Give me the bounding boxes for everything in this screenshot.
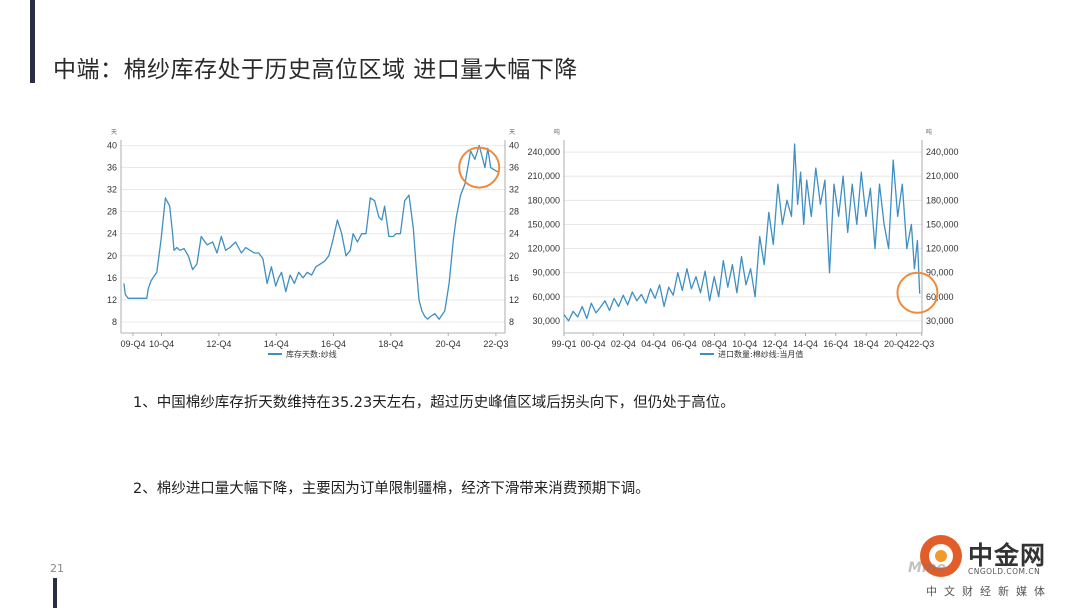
y-unit-right: 吨 xyxy=(926,128,932,136)
y-tick-label-right: 12 xyxy=(509,295,519,305)
y-tick-label-left: 8 xyxy=(112,317,117,327)
x-tick-label: 00-Q4 xyxy=(581,339,606,349)
y-tick-label-right: 60,000 xyxy=(926,292,954,302)
y-tick-label-right: 8 xyxy=(509,317,514,327)
y-tick-label-left: 90,000 xyxy=(532,268,560,278)
y-tick-label-left: 12 xyxy=(107,295,117,305)
highlight-circle xyxy=(458,146,501,189)
x-tick-label: 20-Q4 xyxy=(436,339,461,349)
y-tick-label-left: 240,000 xyxy=(527,147,560,157)
note-inventory: 1、中国棉纱库存折天数维持在35.23天左右，超过历史峰值区域后拐头向下，但仍处… xyxy=(133,395,735,411)
y-tick-label-right: 40 xyxy=(509,141,519,151)
x-tick-label: 06-Q4 xyxy=(672,339,697,349)
y-tick-label-right: 210,000 xyxy=(926,171,959,181)
y-tick-label-left: 36 xyxy=(107,163,117,173)
y-tick-label-left: 28 xyxy=(107,207,117,217)
y-tick-label-left: 120,000 xyxy=(527,244,560,254)
x-tick-label: 22-Q3 xyxy=(909,339,934,349)
x-tick-label: 08-Q4 xyxy=(702,339,727,349)
logo-name: 中金网 xyxy=(968,541,1047,570)
x-tick-label: 22-Q3 xyxy=(483,339,508,349)
y-tick-label-right: 240,000 xyxy=(926,147,959,157)
title-accent-bar xyxy=(30,0,35,83)
x-tick-label: 18-Q4 xyxy=(378,339,403,349)
x-tick-label: 04-Q4 xyxy=(641,339,666,349)
note-imports: 2、棉纱进口量大幅下降，主要因为订单限制疆棉，经济下滑带来消费预期下调。 xyxy=(133,481,650,497)
y-tick-label-right: 20 xyxy=(509,251,519,261)
x-tick-label: 16-Q4 xyxy=(321,339,346,349)
logo-url: CNGOLD.COM.CN xyxy=(968,567,1041,576)
y-tick-label-right: 180,000 xyxy=(926,195,959,205)
footer-accent-bar xyxy=(53,578,57,608)
y-tick-label-left: 210,000 xyxy=(527,171,560,181)
logo-tagline: 中文财经新媒体 xyxy=(926,585,1052,598)
y-tick-label-left: 30,000 xyxy=(532,316,560,326)
y-unit-right: 天 xyxy=(509,129,515,136)
x-tick-label: 18-Q4 xyxy=(854,339,879,349)
legend-label: 进口数量:棉纱线:当月值 xyxy=(718,349,803,359)
y-tick-label-left: 24 xyxy=(107,229,117,239)
x-tick-label: 02-Q4 xyxy=(611,339,636,349)
y-tick-label-left: 20 xyxy=(107,251,117,261)
x-tick-label: 10-Q4 xyxy=(732,339,757,349)
x-tick-label: 14-Q4 xyxy=(264,339,289,349)
x-tick-label: 99-Q1 xyxy=(551,339,576,349)
x-tick-label: 12-Q4 xyxy=(206,339,231,349)
page-number: 21 xyxy=(50,562,64,575)
y-tick-label-right: 90,000 xyxy=(926,268,954,278)
y-tick-label-right: 150,000 xyxy=(926,219,959,229)
y-unit-left: 吨 xyxy=(554,128,560,136)
y-tick-label-left: 180,000 xyxy=(527,195,560,205)
y-tick-label-left: 60,000 xyxy=(532,292,560,302)
y-tick-label-right: 32 xyxy=(509,185,519,195)
y-tick-label-right: 36 xyxy=(509,163,519,173)
x-tick-label: 20-Q4 xyxy=(884,339,909,349)
y-tick-label-left: 40 xyxy=(107,141,117,151)
y-tick-label-right: 28 xyxy=(509,207,519,217)
series-line xyxy=(123,144,499,320)
y-tick-label-right: 30,000 xyxy=(926,316,954,326)
x-tick-label: 10-Q4 xyxy=(149,339,174,349)
y-tick-label-right: 16 xyxy=(509,273,519,283)
legend-label: 库存天数:纱线 xyxy=(286,349,337,359)
x-tick-label: 16-Q4 xyxy=(823,339,848,349)
highlight-circle xyxy=(896,271,939,314)
y-tick-label-left: 16 xyxy=(107,273,117,283)
x-tick-label: 09-Q4 xyxy=(120,339,145,349)
x-tick-label: 12-Q4 xyxy=(763,339,788,349)
y-unit-left: 天 xyxy=(111,129,117,136)
series-line xyxy=(563,143,921,322)
y-tick-label-left: 32 xyxy=(107,185,117,195)
x-tick-label: 14-Q4 xyxy=(793,339,818,349)
page-title: 中端：棉纱库存处于历史高位区域 进口量大幅下降 xyxy=(53,57,578,83)
y-tick-label-right: 120,000 xyxy=(926,244,959,254)
y-tick-label-left: 150,000 xyxy=(527,219,560,229)
watermark: Mme xyxy=(908,560,947,576)
y-tick-label-right: 24 xyxy=(509,229,519,239)
